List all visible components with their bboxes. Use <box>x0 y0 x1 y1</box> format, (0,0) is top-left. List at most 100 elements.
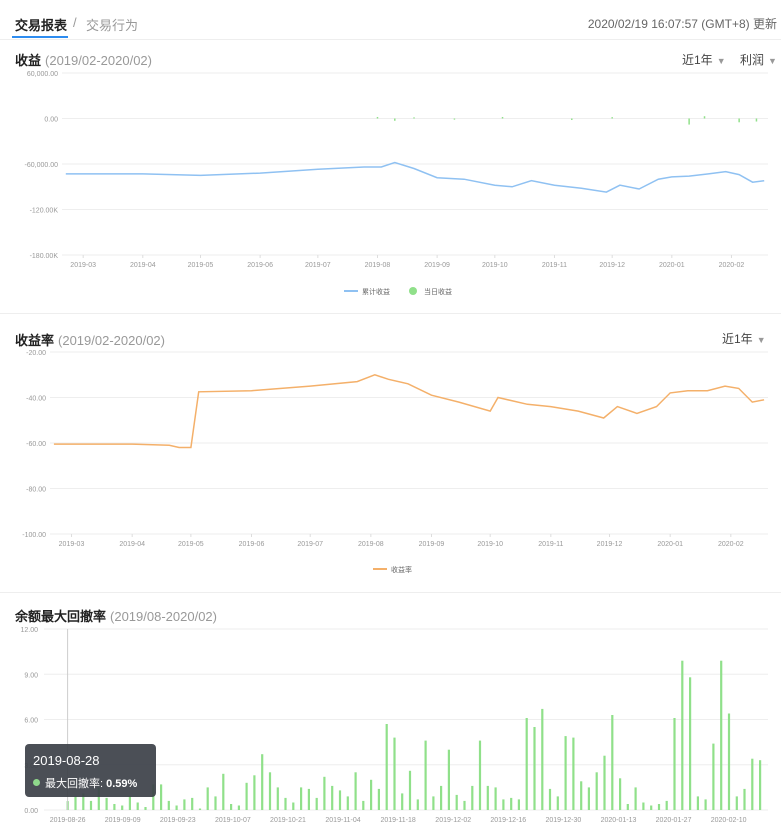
drawdown-bar <box>440 785 443 810</box>
x-tick-label: 2020-02-10 <box>711 817 747 824</box>
x-tick-label: 2019-10-21 <box>270 817 306 824</box>
profit-metric-label: 利润 <box>740 53 765 67</box>
chart-tooltip: 2019-08-28 最大回撤率: 0.59% <box>25 744 156 797</box>
drawdown-bar <box>455 794 458 810</box>
rate-title: 收益率 <box>15 333 55 348</box>
drawdown-bar <box>284 797 287 810</box>
profit-section-title: 收益 (2019/02-2020/02) <box>15 50 152 69</box>
legend-dot-icon <box>409 287 417 295</box>
x-tick-label: 2019-12-02 <box>435 817 471 824</box>
drawdown-bar <box>362 800 365 810</box>
x-tick-label: 2019-08-26 <box>50 817 86 824</box>
x-tick-label: 2019-12-16 <box>490 817 526 824</box>
drawdown-bar <box>323 776 326 810</box>
x-tick-label: 2019-04 <box>119 541 145 548</box>
x-tick-label: 2019-10-07 <box>215 817 251 824</box>
x-tick-label: 2019-03 <box>59 541 85 548</box>
drawdown-bar <box>237 805 240 810</box>
drawdown-bar <box>673 718 676 810</box>
drawdown-bar <box>331 785 334 810</box>
tab-trade-report[interactable]: 交易报表 <box>15 18 68 33</box>
x-tick-label: 2020-02 <box>719 262 745 269</box>
x-tick-label: 2019-07 <box>305 262 331 269</box>
drawdown-bar <box>113 804 116 810</box>
drawdown-bar <box>206 787 209 810</box>
x-tick-label: 2019-09-23 <box>160 817 196 824</box>
x-tick-label: 2019-04 <box>130 262 156 269</box>
drawdown-bar <box>712 743 715 810</box>
tab-trade-behavior[interactable]: 交易行为 <box>86 18 139 33</box>
x-tick-label: 2019-07 <box>297 541 323 548</box>
y-tick-label: 9.00 <box>24 672 38 679</box>
y-tick-label: 60,000.00 <box>27 71 58 78</box>
y-tick-label: -40.00 <box>26 396 46 403</box>
y-tick-label: 12.00 <box>20 627 38 634</box>
y-tick-label: -20.00 <box>26 350 46 357</box>
profit-range-select[interactable]: 近1年 ▼ <box>682 51 726 68</box>
drawdown-bar <box>463 800 466 810</box>
top-tab-bar: 交易报表 / 交易行为 2020/02/19 16:07:57 (GMT+8) … <box>0 0 781 40</box>
tooltip-label: 最大回撤率: <box>45 778 104 790</box>
update-label[interactable]: 更新 <box>752 17 777 31</box>
drawdown-bar <box>619 778 622 810</box>
drawdown-bar <box>494 787 497 810</box>
drawdown-bar <box>377 788 380 810</box>
y-tick-label: -100.00 <box>22 532 46 539</box>
drawdown-bar <box>759 760 762 810</box>
drawdown-bar <box>634 787 637 810</box>
tooltip-row: 最大回撤率: 0.59% <box>33 775 137 791</box>
drawdown-bar <box>292 802 295 810</box>
drawdown-bar <box>743 788 746 810</box>
drawdown-bar <box>556 796 559 810</box>
drawdown-bar <box>128 796 131 810</box>
x-tick-label: 2019-09-09 <box>105 817 141 824</box>
drawdown-bar <box>82 793 85 810</box>
drawdown-bar <box>253 775 256 810</box>
drawdown-bar <box>447 749 450 810</box>
chevron-down-icon: ▼ <box>768 56 777 66</box>
drawdown-bar <box>657 804 661 810</box>
drawdown-bar <box>354 772 357 810</box>
x-tick-label: 2020-02 <box>718 541 744 548</box>
drawdown-bar <box>370 779 373 810</box>
drawdown-bar <box>580 781 583 810</box>
drawdown-bar <box>214 796 217 810</box>
tooltip-value: 0.59% <box>106 778 138 790</box>
rate-range-label: 近1年 <box>722 332 753 346</box>
drawdown-bar <box>144 807 147 810</box>
section-divider <box>0 592 781 593</box>
drawdown-bar <box>502 799 505 810</box>
drawdown-bar <box>751 758 754 810</box>
drawdown-bar <box>160 784 163 810</box>
drawdown-bar <box>346 796 349 810</box>
drawdown-bar <box>230 804 233 810</box>
drawdown-bar <box>587 787 590 810</box>
y-tick-label: 6.00 <box>24 718 38 725</box>
drawdown-bar <box>300 787 303 810</box>
drawdown-bar <box>665 800 668 810</box>
drawdown-bar <box>97 787 100 810</box>
drawdown-title: 余额最大回撤率 <box>15 609 107 624</box>
x-tick-label: 2019-12 <box>599 262 625 269</box>
profit-metric-select[interactable]: 利润 ▼ <box>740 51 777 68</box>
x-tick-label: 2020-01-27 <box>656 817 692 824</box>
x-tick-label: 2019-09 <box>419 541 445 548</box>
drawdown-bar <box>704 799 707 810</box>
profit-title: 收益 <box>15 53 42 68</box>
profit-range-label: 近1年 <box>682 53 713 67</box>
rate-section-title: 收益率 (2019/02-2020/02) <box>15 330 165 349</box>
drawdown-bar <box>393 737 396 810</box>
drawdown-bar <box>167 800 170 810</box>
rate-range-select[interactable]: 近1年 ▼ <box>722 330 766 347</box>
drawdown-bar <box>338 790 342 810</box>
chevron-down-icon: ▼ <box>756 335 766 345</box>
x-tick-label: 2020-01 <box>659 262 685 269</box>
drawdown-bar <box>650 805 653 810</box>
drawdown-bar <box>307 788 310 810</box>
y-tick-label: 0.00 <box>44 117 58 124</box>
x-tick-label: 2019-10 <box>482 262 508 269</box>
x-tick-label: 2019-11-18 <box>380 817 415 824</box>
y-tick-label: 0.00 <box>24 808 38 815</box>
x-tick-label: 2019-12 <box>597 541 623 548</box>
x-tick-label: 2019-06 <box>247 262 273 269</box>
